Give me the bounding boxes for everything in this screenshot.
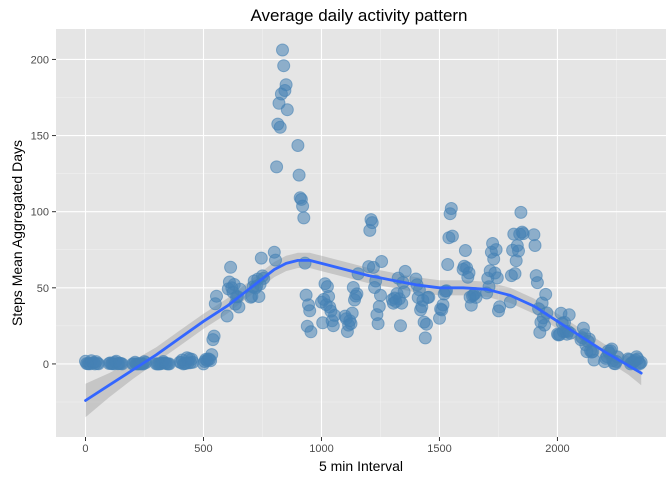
data-point [395,296,409,310]
y-axis-title: Steps Mean Aggregated Days [9,140,25,326]
data-point [516,227,530,241]
y-tick-label: 200 [31,54,49,66]
data-point [303,304,317,318]
y-tick-label: 50 [37,283,49,295]
x-tick-label: 0 [82,443,88,455]
data-point [210,289,223,303]
data-point [232,300,246,314]
data-point [374,288,387,302]
data-point [441,258,455,271]
y-tick-label: 100 [31,207,49,219]
data-point [220,309,234,323]
data-point [562,308,576,322]
data-point [538,318,551,332]
data-point [365,216,379,230]
data-point [418,331,432,345]
data-point [277,59,291,73]
data-point [224,260,238,274]
data-point [462,266,476,280]
data-point [490,271,504,285]
data-point [458,244,472,257]
data-point [279,78,293,92]
plot-panel [56,29,666,437]
y-tick-label: 150 [31,131,49,143]
data-point [634,355,648,369]
data-point [394,319,407,333]
data-point [508,267,522,281]
smooth-trend-line [84,259,643,402]
data-point [398,264,412,278]
data-point [539,287,553,301]
x-axis-title: 5 min Interval [319,458,403,474]
data-point [345,306,359,320]
data-point [205,348,219,362]
data-point [162,357,176,371]
data-point [252,290,266,303]
x-axis-ticks: 0 500 1000 1500 2000 [82,437,570,455]
chart-title: Average daily activity pattern [250,6,467,25]
data-point [587,353,601,367]
data-point [445,229,459,243]
data-point [276,43,289,57]
major-gridlines [56,29,666,437]
data-point [512,244,525,258]
data-point [514,205,528,219]
data-point [269,253,282,267]
data-point [304,325,318,339]
x-tick-label: 500 [194,443,212,455]
minor-gridlines [56,29,666,437]
data-point [298,256,312,270]
data-point [469,290,483,304]
data-point [297,211,311,225]
x-tick-label: 1000 [309,443,333,455]
data-point [254,251,268,265]
data-point [493,300,507,314]
data-point [273,120,287,134]
y-axis-ticks: 0 50 100 150 200 [31,54,56,371]
data-point [420,317,433,331]
data-point [444,202,458,215]
data-point [527,228,541,242]
data-point [375,255,389,268]
data-points [79,43,648,371]
data-point [280,103,294,117]
data-point [296,199,310,213]
x-tick-label: 2000 [545,443,569,455]
data-point [372,300,386,313]
data-point [397,285,411,299]
x-tick-label: 1500 [427,443,451,455]
smooth-line-layer [84,259,643,402]
data-point [489,243,503,257]
data-point [207,329,221,343]
data-point [291,139,305,152]
data-point [436,298,450,312]
data-point [528,239,542,252]
y-tick-label: 0 [43,359,49,371]
data-point [292,168,306,182]
data-point [186,355,200,369]
data-point [422,290,436,304]
data-point [270,160,284,174]
data-point [350,287,364,301]
data-point [371,317,385,331]
data-point [530,276,544,290]
